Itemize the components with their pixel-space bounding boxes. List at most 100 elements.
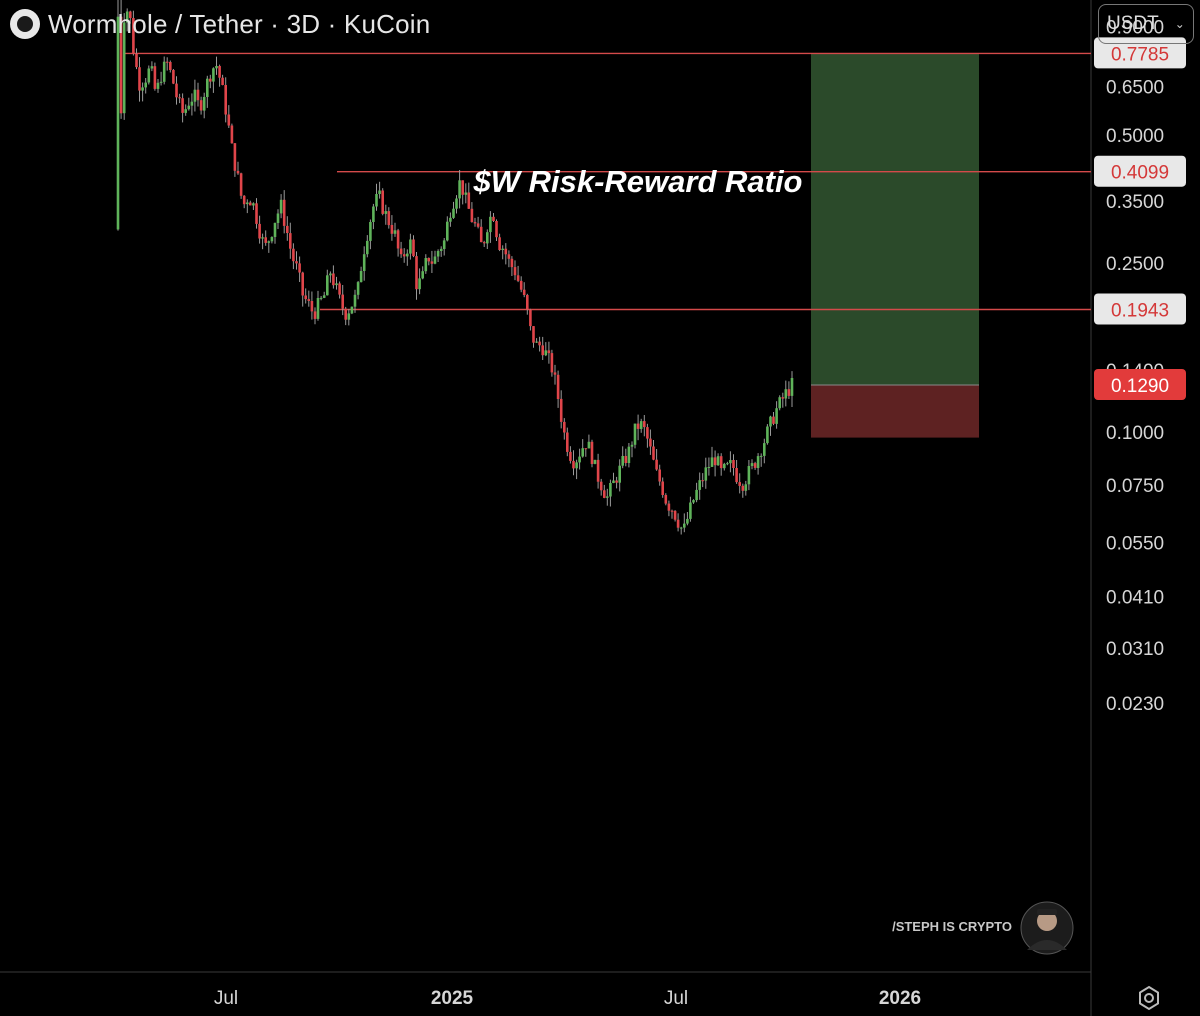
- candle-body: [356, 282, 360, 295]
- candle-body: [396, 230, 400, 249]
- candle-body: [393, 230, 397, 234]
- candle-body: [172, 70, 175, 84]
- candle-body: [329, 273, 332, 276]
- candle-body: [649, 438, 652, 447]
- y-tick-label: 0.5000: [1106, 126, 1164, 147]
- candle-body: [476, 223, 480, 227]
- candle-body: [449, 217, 452, 222]
- candle-body: [735, 468, 738, 483]
- candle-body: [162, 61, 166, 82]
- candle-body: [292, 248, 295, 262]
- price-level-tag: [1094, 37, 1186, 69]
- candle-body: [424, 258, 428, 272]
- candle-body: [239, 173, 243, 196]
- candle-body: [667, 503, 671, 511]
- candle-body: [492, 216, 495, 221]
- x-tick-label: Jul: [214, 988, 238, 1009]
- candle-body: [486, 232, 489, 244]
- candle-body: [753, 463, 757, 468]
- candle-body: [421, 271, 424, 279]
- candle-body: [344, 308, 347, 320]
- settings-icon[interactable]: [1135, 984, 1163, 1012]
- y-tick-label: 0.0550: [1106, 533, 1164, 554]
- candle-body: [569, 451, 572, 461]
- candle-body: [286, 225, 289, 233]
- symbol-title: Wormhole / Tether · 3D · KuCoin: [48, 8, 431, 39]
- candle-body: [255, 203, 258, 224]
- currency-selector[interactable]: USDT ⌄: [1098, 4, 1194, 44]
- candle-body: [350, 306, 354, 314]
- chart-title: $W Risk-Reward Ratio: [472, 164, 802, 199]
- candle-body: [215, 66, 218, 69]
- candle-body: [307, 299, 311, 301]
- candle-body: [156, 82, 160, 89]
- y-tick-label: 0.9000: [1106, 18, 1164, 39]
- y-tick-label: 0.0750: [1106, 476, 1164, 497]
- candle-body: [153, 66, 157, 89]
- candle-body: [184, 109, 187, 113]
- candle-body: [206, 78, 209, 97]
- candle-body: [738, 482, 741, 486]
- candle-body: [723, 463, 726, 469]
- candle-body: [295, 261, 298, 264]
- candle-body: [467, 192, 471, 209]
- candle-body: [341, 294, 344, 309]
- candle-body: [427, 258, 431, 262]
- candle-body: [538, 341, 541, 346]
- candle-body: [212, 68, 215, 82]
- candle-body: [784, 389, 788, 399]
- candle-body: [661, 481, 664, 495]
- y-tick-label: 0.3500: [1106, 192, 1164, 213]
- candle-body: [227, 114, 231, 126]
- candle-body: [165, 61, 169, 63]
- candle-body: [406, 253, 409, 257]
- y-tick-label: 0.0310: [1106, 639, 1164, 660]
- candle-body: [501, 248, 504, 250]
- candle-body: [175, 83, 178, 98]
- candle-body: [433, 256, 437, 264]
- loss-zone[interactable]: [811, 385, 979, 438]
- candle-body: [716, 456, 720, 466]
- current-price-tag: [1094, 369, 1186, 400]
- candle-body: [116, 16, 120, 230]
- x-tick-label: 2026: [879, 988, 921, 1009]
- candle-body: [522, 289, 526, 295]
- candle-body: [199, 100, 203, 111]
- price-level-tag-label: 0.1943: [1111, 301, 1169, 322]
- candle-body: [778, 397, 781, 409]
- candle-body: [566, 432, 569, 452]
- candle-body: [473, 222, 477, 224]
- candle-body: [147, 68, 151, 83]
- candle-body: [756, 456, 760, 468]
- candle-body: [652, 446, 655, 460]
- candle-body: [335, 283, 338, 286]
- candle-body: [236, 170, 240, 174]
- candle-body: [744, 484, 748, 491]
- candle-body: [135, 53, 138, 68]
- candle-body: [125, 11, 129, 23]
- candle-body: [633, 423, 637, 445]
- candle-body: [769, 416, 772, 427]
- candle-body: [436, 251, 440, 257]
- candle-body: [399, 248, 403, 255]
- candle-body: [504, 248, 508, 255]
- profit-zone[interactable]: [811, 53, 979, 386]
- candle-body: [763, 443, 766, 456]
- candle-body: [276, 213, 280, 223]
- candle-body: [369, 222, 372, 241]
- candle-body: [781, 397, 785, 399]
- candle-body: [209, 78, 212, 82]
- candle-body: [630, 444, 634, 447]
- candle-body: [144, 82, 147, 88]
- candle-body: [766, 426, 769, 444]
- candle-body: [596, 459, 600, 482]
- candle-body: [532, 326, 535, 343]
- candle-body: [310, 301, 314, 312]
- candle-body: [664, 495, 668, 504]
- candle-body: [415, 256, 418, 290]
- candle-body: [627, 446, 631, 463]
- candle-body: [375, 194, 378, 207]
- y-tick-label: 0.1000: [1106, 423, 1164, 444]
- candle-body: [732, 460, 735, 468]
